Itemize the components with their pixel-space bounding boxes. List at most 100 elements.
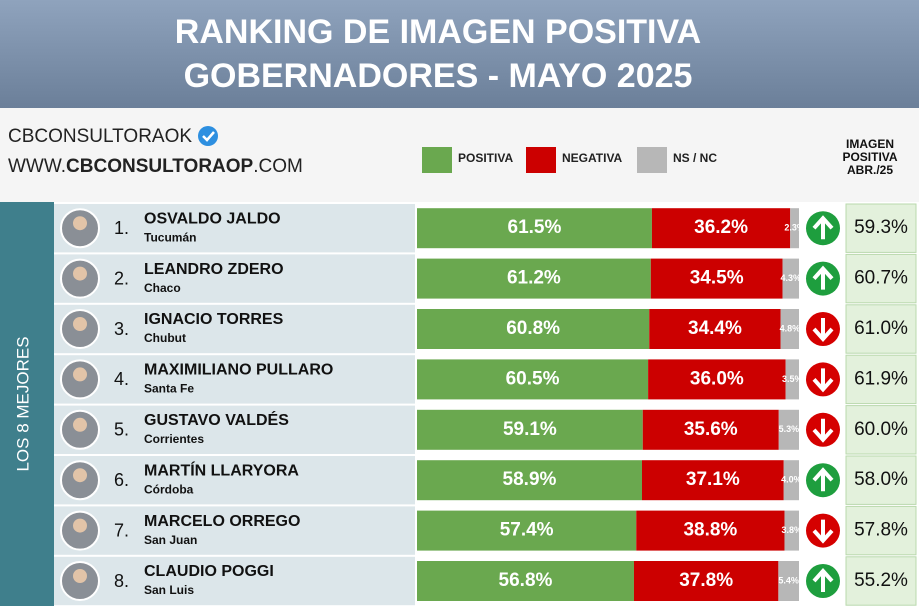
province: Tucumán xyxy=(144,230,196,244)
bar-segment xyxy=(417,309,650,349)
value-label: 61.5% xyxy=(508,217,562,238)
website: WWW.CBCONSULTORAOP.COM xyxy=(8,156,303,177)
previous-value: 59.3% xyxy=(854,217,908,238)
legend-swatch xyxy=(526,147,556,173)
previous-value: 57.8% xyxy=(854,520,908,541)
rank: 6. xyxy=(114,470,129,490)
name: GUSTAVO VALDÉS xyxy=(144,410,289,429)
bar-segment xyxy=(641,460,784,501)
header-bg xyxy=(0,0,919,108)
previous-cell xyxy=(845,556,917,606)
group-label: LOS 8 MEJORES xyxy=(13,336,32,471)
bar-segment xyxy=(782,258,799,299)
legend-band xyxy=(0,108,919,202)
bar-segment xyxy=(636,510,785,551)
legend-label: NEGATIVA xyxy=(562,151,623,165)
photo-head xyxy=(73,266,87,281)
bar-segment xyxy=(417,258,651,299)
row-bg xyxy=(54,254,415,303)
photo-head xyxy=(73,216,87,231)
bar-segment xyxy=(633,561,779,601)
rank: 8. xyxy=(114,571,129,591)
bar-segment xyxy=(417,510,637,551)
previous-cell xyxy=(845,455,917,505)
previous-value: 60.7% xyxy=(854,268,908,289)
prev-header-box: IMAGEN POSITIVA ABR./25 xyxy=(842,138,897,177)
value-label: 4.3% xyxy=(781,273,802,283)
previous-value: 61.0% xyxy=(854,318,908,339)
value-label: 37.8% xyxy=(679,570,733,591)
bar-segment xyxy=(784,510,799,551)
photo-head xyxy=(73,518,87,533)
rank: 4. xyxy=(114,369,129,389)
previous-value: 61.9% xyxy=(854,368,908,389)
bar-segment xyxy=(417,208,652,249)
photo-head xyxy=(73,468,87,483)
row-bg xyxy=(54,556,415,606)
rank: 5. xyxy=(114,420,129,440)
value-label: 34.4% xyxy=(688,318,742,339)
legend-label: POSITIVA xyxy=(458,151,513,165)
value-label: 56.8% xyxy=(499,570,553,591)
trend-arrow-glyph xyxy=(812,265,834,290)
name: MARTÍN LLARYORA xyxy=(144,460,299,479)
previous-cell xyxy=(845,304,917,354)
chart-subtitle: GOBERNADORES - MAYO 2025 xyxy=(184,57,693,95)
trend-arrow-glyph xyxy=(812,519,834,544)
row-bg xyxy=(54,506,415,555)
value-label: 34.5% xyxy=(690,268,744,289)
previous-value: 55.2% xyxy=(854,570,908,591)
rank: 1. xyxy=(114,218,129,238)
name: MARCELO ORREGO xyxy=(144,513,300,530)
trend-arrow-glyph xyxy=(812,368,834,393)
bar-segment xyxy=(778,409,799,450)
bar-segment xyxy=(417,409,643,450)
row-bg xyxy=(54,456,415,505)
previous-value: 60.0% xyxy=(854,419,908,440)
bar-segment xyxy=(790,208,799,249)
bar-segment xyxy=(648,359,786,400)
bar-segment xyxy=(783,460,799,501)
value-label: 5.4% xyxy=(778,575,799,585)
province: San Juan xyxy=(144,533,197,547)
legend-label: NS / NC xyxy=(673,151,717,165)
row-bg xyxy=(54,204,415,253)
website-prefix: WWW. xyxy=(8,156,66,177)
bar-segment xyxy=(780,309,799,349)
province: Chaco xyxy=(144,281,181,295)
bar-segment xyxy=(778,561,799,601)
value-label: 4.8% xyxy=(780,323,801,333)
row-bg xyxy=(54,304,415,354)
photo-head xyxy=(73,569,87,583)
bar-segment xyxy=(649,309,781,349)
previous-cell xyxy=(845,405,917,455)
value-label: 60.8% xyxy=(506,318,560,339)
trend-arrow-glyph xyxy=(812,568,834,592)
value-label: 36.2% xyxy=(694,217,748,238)
previous-cell xyxy=(845,505,917,556)
province: Corrientes xyxy=(144,432,204,446)
trend-arrow-glyph xyxy=(812,215,834,240)
value-label: 60.5% xyxy=(506,368,560,389)
rank: 7. xyxy=(114,520,129,540)
trend-arrow-glyph xyxy=(812,418,834,443)
row-bg xyxy=(54,405,415,454)
value-label: 35.6% xyxy=(684,419,738,440)
row-bg xyxy=(54,355,415,404)
name: CLAUDIO POGGI xyxy=(144,563,274,580)
legend-swatch xyxy=(637,147,667,173)
badge-check xyxy=(202,131,215,142)
brand: CBCONSULTORAOK xyxy=(8,126,192,147)
photo-head xyxy=(73,367,87,382)
province: San Luis xyxy=(144,583,194,597)
bar-segment xyxy=(417,359,649,400)
trend-arrow-glyph xyxy=(812,467,834,492)
bar-segment xyxy=(650,258,783,299)
trend-arrow-glyph xyxy=(812,318,834,342)
group-band xyxy=(0,202,54,606)
rank: 3. xyxy=(114,319,129,339)
website-name: CBCONSULTORAOP xyxy=(66,156,254,177)
province: Santa Fe xyxy=(144,382,194,396)
